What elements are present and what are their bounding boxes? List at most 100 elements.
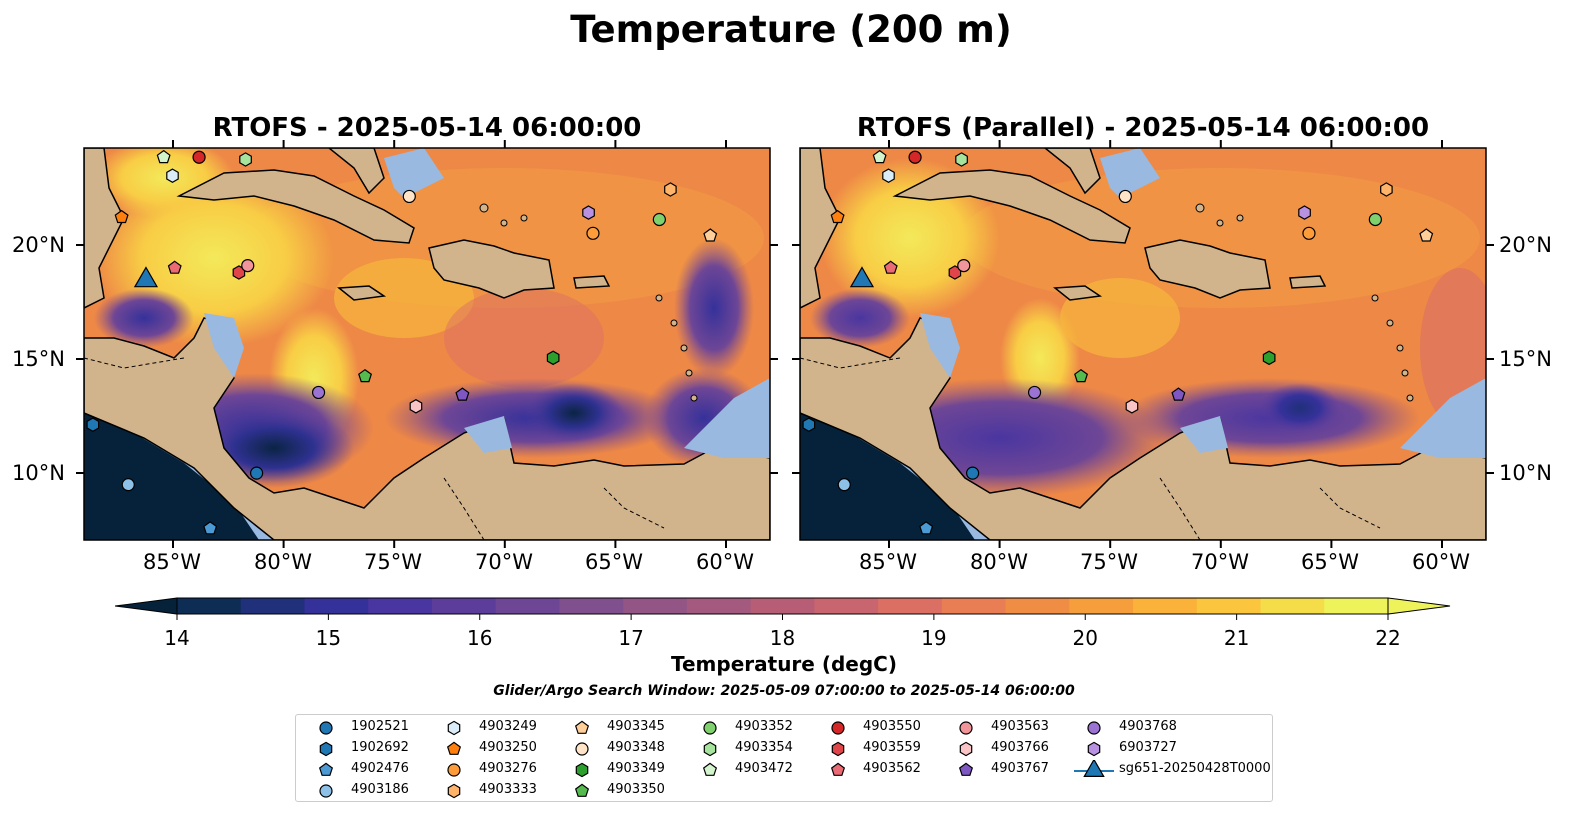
hexagon-marker-icon <box>447 783 461 799</box>
float-marker-4903768 <box>1027 385 1042 400</box>
lat-label-right-20: 20°N <box>1499 233 1552 257</box>
lon-label-left-75: 75°W <box>364 550 422 574</box>
colorbar-tick-label: 22 <box>1375 626 1401 650</box>
lat-label-left-15: 15°N <box>12 347 65 371</box>
legend-label: 6903727 <box>1119 740 1177 755</box>
legend-label: 4902476 <box>351 761 409 776</box>
float-marker-4903352 <box>652 212 666 227</box>
hexagon-marker-icon <box>447 720 461 736</box>
float-marker-4903249 <box>882 168 895 183</box>
lat-label-left-20: 20°N <box>12 233 65 257</box>
lon-label-right-80: 80°W <box>970 550 1028 574</box>
search-window-text: Glider/Argo Search Window: 2025-05-09 07… <box>493 683 1075 699</box>
triangle-marker-icon <box>1074 760 1114 777</box>
float-marker-4903249 <box>166 168 179 183</box>
colorbar-segment <box>304 598 369 614</box>
lon-label-left-65: 65°W <box>585 550 643 574</box>
legend-label: 4903186 <box>351 782 409 797</box>
legend-label: 4903349 <box>607 761 665 776</box>
colorbar-segment <box>240 598 305 614</box>
legend-label: 4903354 <box>735 740 793 755</box>
colorbar-segment <box>559 598 624 614</box>
float-marker-6903727 <box>1298 205 1311 220</box>
colorbar-segment <box>878 598 943 614</box>
legend-label: 4903562 <box>863 761 921 776</box>
float-marker-1902521 <box>250 466 264 480</box>
colorbar-segment <box>431 598 497 614</box>
legend-label: 4903249 <box>479 719 537 734</box>
float-marker-4903349 <box>546 350 560 366</box>
colorbar-segment <box>495 598 560 614</box>
pentagon-marker-icon <box>318 762 334 776</box>
circle-marker-icon <box>1087 721 1101 735</box>
float-marker-4903333 <box>1380 182 1393 197</box>
pentagon-marker-icon <box>702 762 718 776</box>
circle-marker-icon <box>575 742 589 756</box>
colorbar-segment <box>686 598 752 614</box>
lat-label-right-10: 10°N <box>1499 461 1552 485</box>
legend-label: 4903550 <box>863 719 921 734</box>
figure-title: Temperature (200 m) <box>570 8 1012 51</box>
pentagon-marker-icon <box>830 762 846 776</box>
colorbar-segment <box>1260 598 1325 614</box>
float-marker-4903186 <box>121 478 135 492</box>
float-marker-4903766 <box>1125 399 1139 414</box>
float-marker-4903349 <box>1262 350 1276 366</box>
float-marker-1902521 <box>966 466 980 480</box>
float-marker-4903766 <box>409 399 423 414</box>
legend-label: 4903768 <box>1119 719 1177 734</box>
panel-title-rtofs: RTOFS - 2025-05-14 06:00:00 <box>212 113 642 143</box>
circle-marker-icon <box>319 784 333 798</box>
hexagon-marker-icon <box>319 741 333 757</box>
legend-label: 4903352 <box>735 719 793 734</box>
circle-marker-icon <box>447 763 461 777</box>
lon-label-right-70: 70°W <box>1191 550 1249 574</box>
colorbar-segment <box>1196 598 1262 614</box>
float-marker-4903333 <box>664 182 677 197</box>
lon-label-right-65: 65°W <box>1301 550 1359 574</box>
legend-label: 1902692 <box>351 740 409 755</box>
float-marker-4903563 <box>241 258 255 273</box>
lat-label-right-15: 15°N <box>1499 347 1552 371</box>
lon-label-left-80: 80°W <box>254 550 312 574</box>
map-rtofs-parallel <box>800 148 1486 540</box>
colorbar-segment <box>623 598 688 614</box>
colorbar-segment <box>368 598 433 614</box>
pentagon-marker-icon <box>574 720 590 734</box>
circle-marker-icon <box>319 721 333 735</box>
legend-label: 4903563 <box>991 719 1049 734</box>
colorbar-tick-label: 15 <box>315 626 342 650</box>
hexagon-marker-icon <box>1087 741 1101 757</box>
legend-label: 4903559 <box>863 740 921 755</box>
legend-label: 4903276 <box>479 761 537 776</box>
colorbar-segment <box>750 598 815 614</box>
float-marker-4903768 <box>311 385 326 400</box>
float-marker-4903348 <box>402 189 416 204</box>
circle-marker-icon <box>959 721 973 735</box>
legend-label: 4903250 <box>479 740 537 755</box>
land-puerto-rico <box>573 275 611 289</box>
legend-label: 4903348 <box>607 740 665 755</box>
circle-marker-icon <box>703 721 717 735</box>
legend-label: sg651-20250428T0000 <box>1119 761 1271 776</box>
colorbar-segment <box>1324 598 1389 614</box>
map-rtofs <box>84 148 770 540</box>
legend: 1902521 1902692 4902476 4903186 4903249 49032… <box>295 714 1273 802</box>
hexagon-marker-icon <box>831 741 845 757</box>
colorbar-segment <box>1069 598 1134 614</box>
colorbar-tick-label: 21 <box>1223 626 1250 650</box>
pentagon-marker-icon <box>958 762 974 776</box>
colorbar-tick-label: 16 <box>467 626 493 650</box>
float-marker-4903186 <box>837 478 851 492</box>
legend-label: 4903333 <box>479 782 537 797</box>
float-marker-4903354 <box>955 152 968 167</box>
colorbar-label: Temperature (degC) <box>671 652 897 676</box>
hexagon-marker-icon <box>575 762 589 778</box>
float-marker-4903563 <box>957 258 971 273</box>
colorbar-segment <box>1133 598 1198 614</box>
lon-label-right-85: 85°W <box>859 550 917 574</box>
lon-label-left-70: 70°W <box>475 550 533 574</box>
lon-label-left-85: 85°W <box>143 550 201 574</box>
float-marker-4903352 <box>1368 212 1382 227</box>
lon-label-left-60: 60°W <box>696 550 754 574</box>
